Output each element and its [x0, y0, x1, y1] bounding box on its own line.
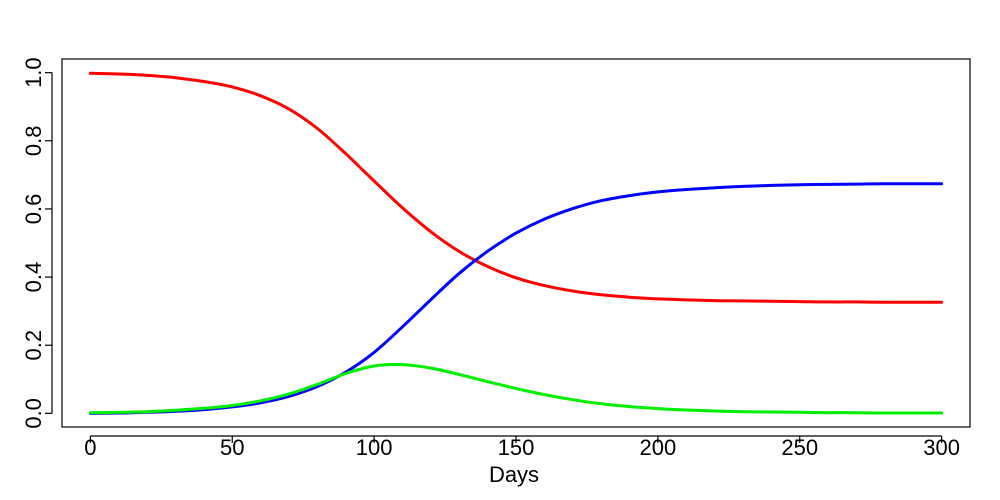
x-tick-label: 100 [356, 435, 393, 460]
x-tick-label: 300 [923, 435, 960, 460]
y-tick-label: 0.2 [21, 330, 46, 361]
series-line-2 [88, 182, 944, 415]
y-tick-label: 1.0 [21, 57, 46, 88]
y-tick-label: 0.4 [21, 262, 46, 293]
x-tick-label: 50 [220, 435, 244, 460]
plot-frame [61, 58, 971, 428]
y-tick-label: 0.6 [21, 194, 46, 225]
x-axis-title: Days [489, 462, 539, 487]
y-tick-label: 0.8 [21, 125, 46, 156]
x-tick-label: 0 [84, 435, 96, 460]
y-axis: 0.0 0.2 0.4 0.6 0.8 1.0 [21, 57, 53, 429]
x-tick-label: 250 [781, 435, 818, 460]
x-tick-label: 200 [640, 435, 677, 460]
series-line-3 [88, 362, 944, 415]
y-tick-label: 0.0 [21, 398, 46, 429]
x-axis: 0 50 100 150 200 250 300 [84, 435, 960, 460]
series-layer [88, 71, 944, 415]
x-tick-label: 150 [498, 435, 535, 460]
series-line-1 [88, 71, 944, 304]
